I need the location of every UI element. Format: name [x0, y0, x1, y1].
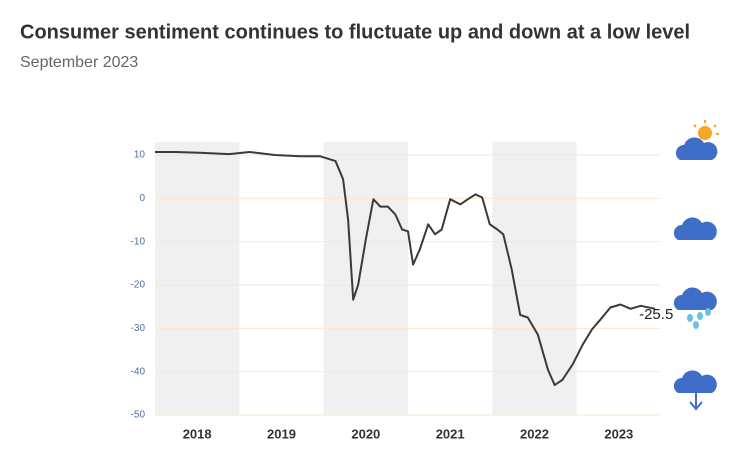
rain-cloud-icon — [673, 287, 717, 329]
y-tick-label: -10 — [131, 236, 146, 247]
sun-cloud-icon — [675, 120, 719, 160]
sentiment-line — [155, 151, 656, 387]
x-tick-label: 2023 — [604, 426, 633, 441]
chart-subtitle: September 2023 — [20, 54, 138, 71]
x-tick-label: 2019 — [267, 426, 296, 441]
x-tick-label: 2021 — [436, 426, 465, 441]
y-tick-label: -30 — [131, 323, 146, 334]
x-tick-label: 2020 — [351, 426, 380, 441]
y-tick-label: -40 — [131, 366, 146, 377]
y-tick-label: 0 — [139, 193, 145, 204]
y-tick-label: -20 — [131, 280, 146, 291]
year-band — [323, 142, 408, 415]
chart-title: Consumer sentiment continues to fluctuat… — [20, 21, 690, 43]
y-tick-label: -50 — [131, 410, 146, 421]
cloud-icon — [673, 217, 717, 240]
year-band — [155, 142, 240, 415]
x-tick-label: 2022 — [520, 426, 549, 441]
plot-area: 2018 2019 2020 2021 2022 2023 10 0 -10 -20 -30 -40 -… — [131, 142, 661, 441]
y-tick-label: 10 — [134, 150, 146, 161]
down-cloud-icon — [673, 370, 717, 411]
x-tick-label: 2018 — [183, 426, 212, 441]
end-value-label: -25.5 — [639, 306, 673, 323]
year-band — [492, 142, 577, 415]
weather-icons — [673, 120, 719, 411]
